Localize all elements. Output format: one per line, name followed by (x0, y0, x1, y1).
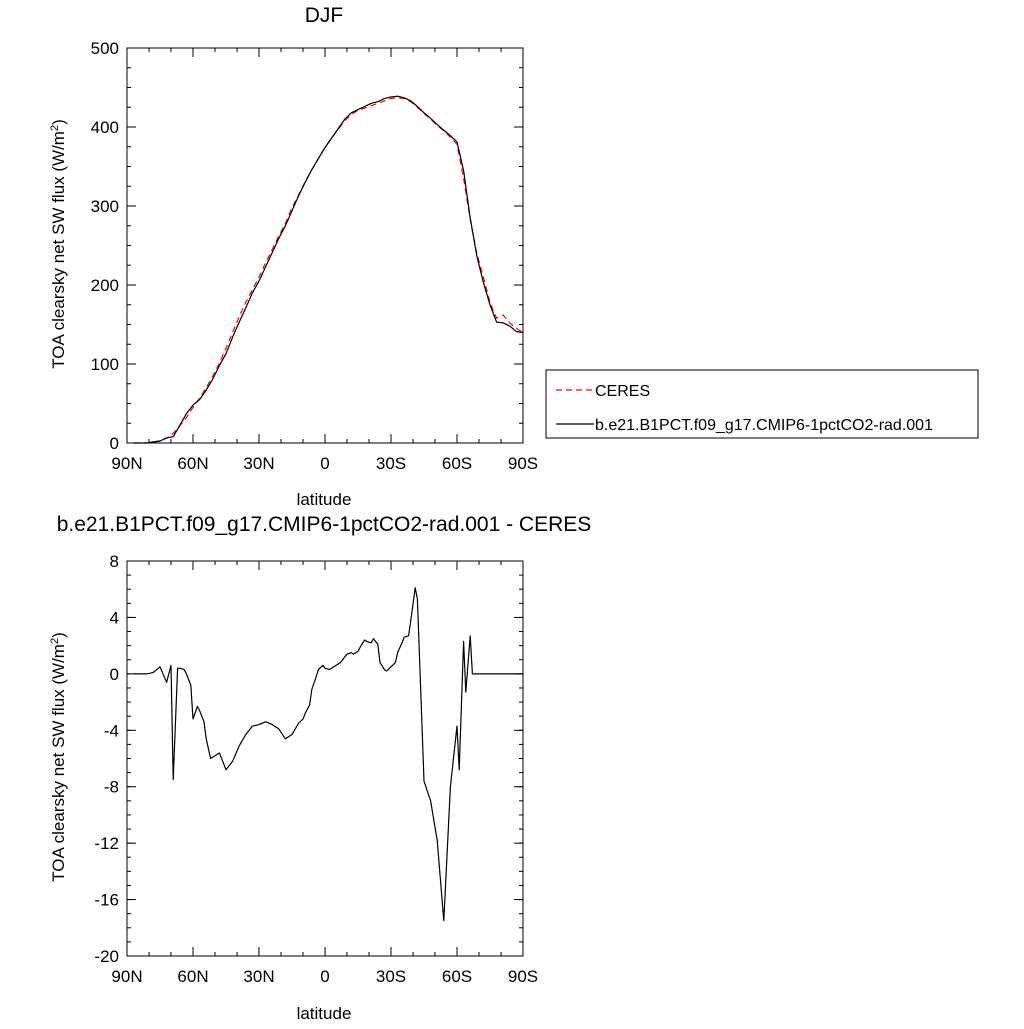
top-x-tick-label: 0 (320, 454, 329, 473)
bottom-y-tick-label: -16 (94, 891, 119, 910)
bottom-chart-title: b.e21.B1PCT.f09_g17.CMIP6-1pctCO2-rad.00… (57, 513, 592, 536)
bottom-y-tick-label: -12 (94, 834, 119, 853)
bottom-y-tick-label: -8 (104, 778, 119, 797)
bottom-y-axis-label: TOA clearsky net SW flux (W/m2) (49, 632, 68, 882)
top-x-tick-label: 90N (111, 454, 142, 473)
legend-label-ceres: CERES (595, 383, 650, 400)
bottom-x-axis-label: latitude (297, 1004, 352, 1023)
legend: CERES b.e21.B1PCT.f09_g17.CMIP6-1pctCO2-… (545, 369, 979, 439)
bottom-plot-area: 90N 60N 30N 0 30S 60S 90S -20 -16 -12 -8 -4 0 4 8 (94, 552, 538, 986)
top-y-tick-label: 400 (91, 118, 119, 137)
bottom-x-tick-label: 30S (376, 967, 406, 986)
legend-box (545, 369, 979, 439)
top-series-line-ceres (133, 97, 524, 444)
bottom-plot-frame (126, 560, 524, 957)
legend-label-model: b.e21.B1PCT.f09_g17.CMIP6-1pctCO2-rad.00… (595, 417, 933, 434)
top-y-axis-label: TOA clearsky net SW flux (W/m2) (49, 119, 68, 369)
bottom-x-tick-label: 30N (243, 967, 274, 986)
top-x-tick-label: 60S (442, 454, 472, 473)
top-y-tick-label: 0 (110, 434, 119, 453)
bottom-x-tick-label: 90S (508, 967, 538, 986)
top-x-tick-label: 30S (376, 454, 406, 473)
bottom-x-tick-label: 90N (111, 967, 142, 986)
top-x-tick-label: 90S (508, 454, 538, 473)
top-x-tick-label: 30N (243, 454, 274, 473)
bottom-y-tick-label: 8 (110, 552, 119, 571)
bottom-x-tick-label: 0 (320, 967, 329, 986)
top-y-tick-label: 100 (91, 355, 119, 374)
top-y-tick-label: 300 (91, 197, 119, 216)
top-y-tick-label: 200 (91, 276, 119, 295)
top-series-line-b (133, 95, 524, 444)
bottom-y-tick-label: -4 (104, 721, 119, 740)
bottom-series-line-0 (133, 587, 523, 922)
top-plot-area: 90N 60N 30N 0 30S 60S 90S 0 100 200 300 400 500 (91, 39, 539, 473)
top-chart-title: DJF (305, 4, 344, 27)
top-x-axis-label: latitude (297, 490, 352, 509)
top-plot-frame (126, 47, 524, 444)
top-y-tick-label: 500 (91, 39, 119, 58)
bottom-x-tick-label: 60S (442, 967, 472, 986)
bottom-y-tick-label: 4 (110, 608, 119, 627)
bottom-y-tick-label: 0 (110, 665, 119, 684)
bottom-y-tick-label: -20 (94, 947, 119, 966)
top-x-tick-label: 60N (177, 454, 208, 473)
bottom-x-tick-label: 60N (177, 967, 208, 986)
